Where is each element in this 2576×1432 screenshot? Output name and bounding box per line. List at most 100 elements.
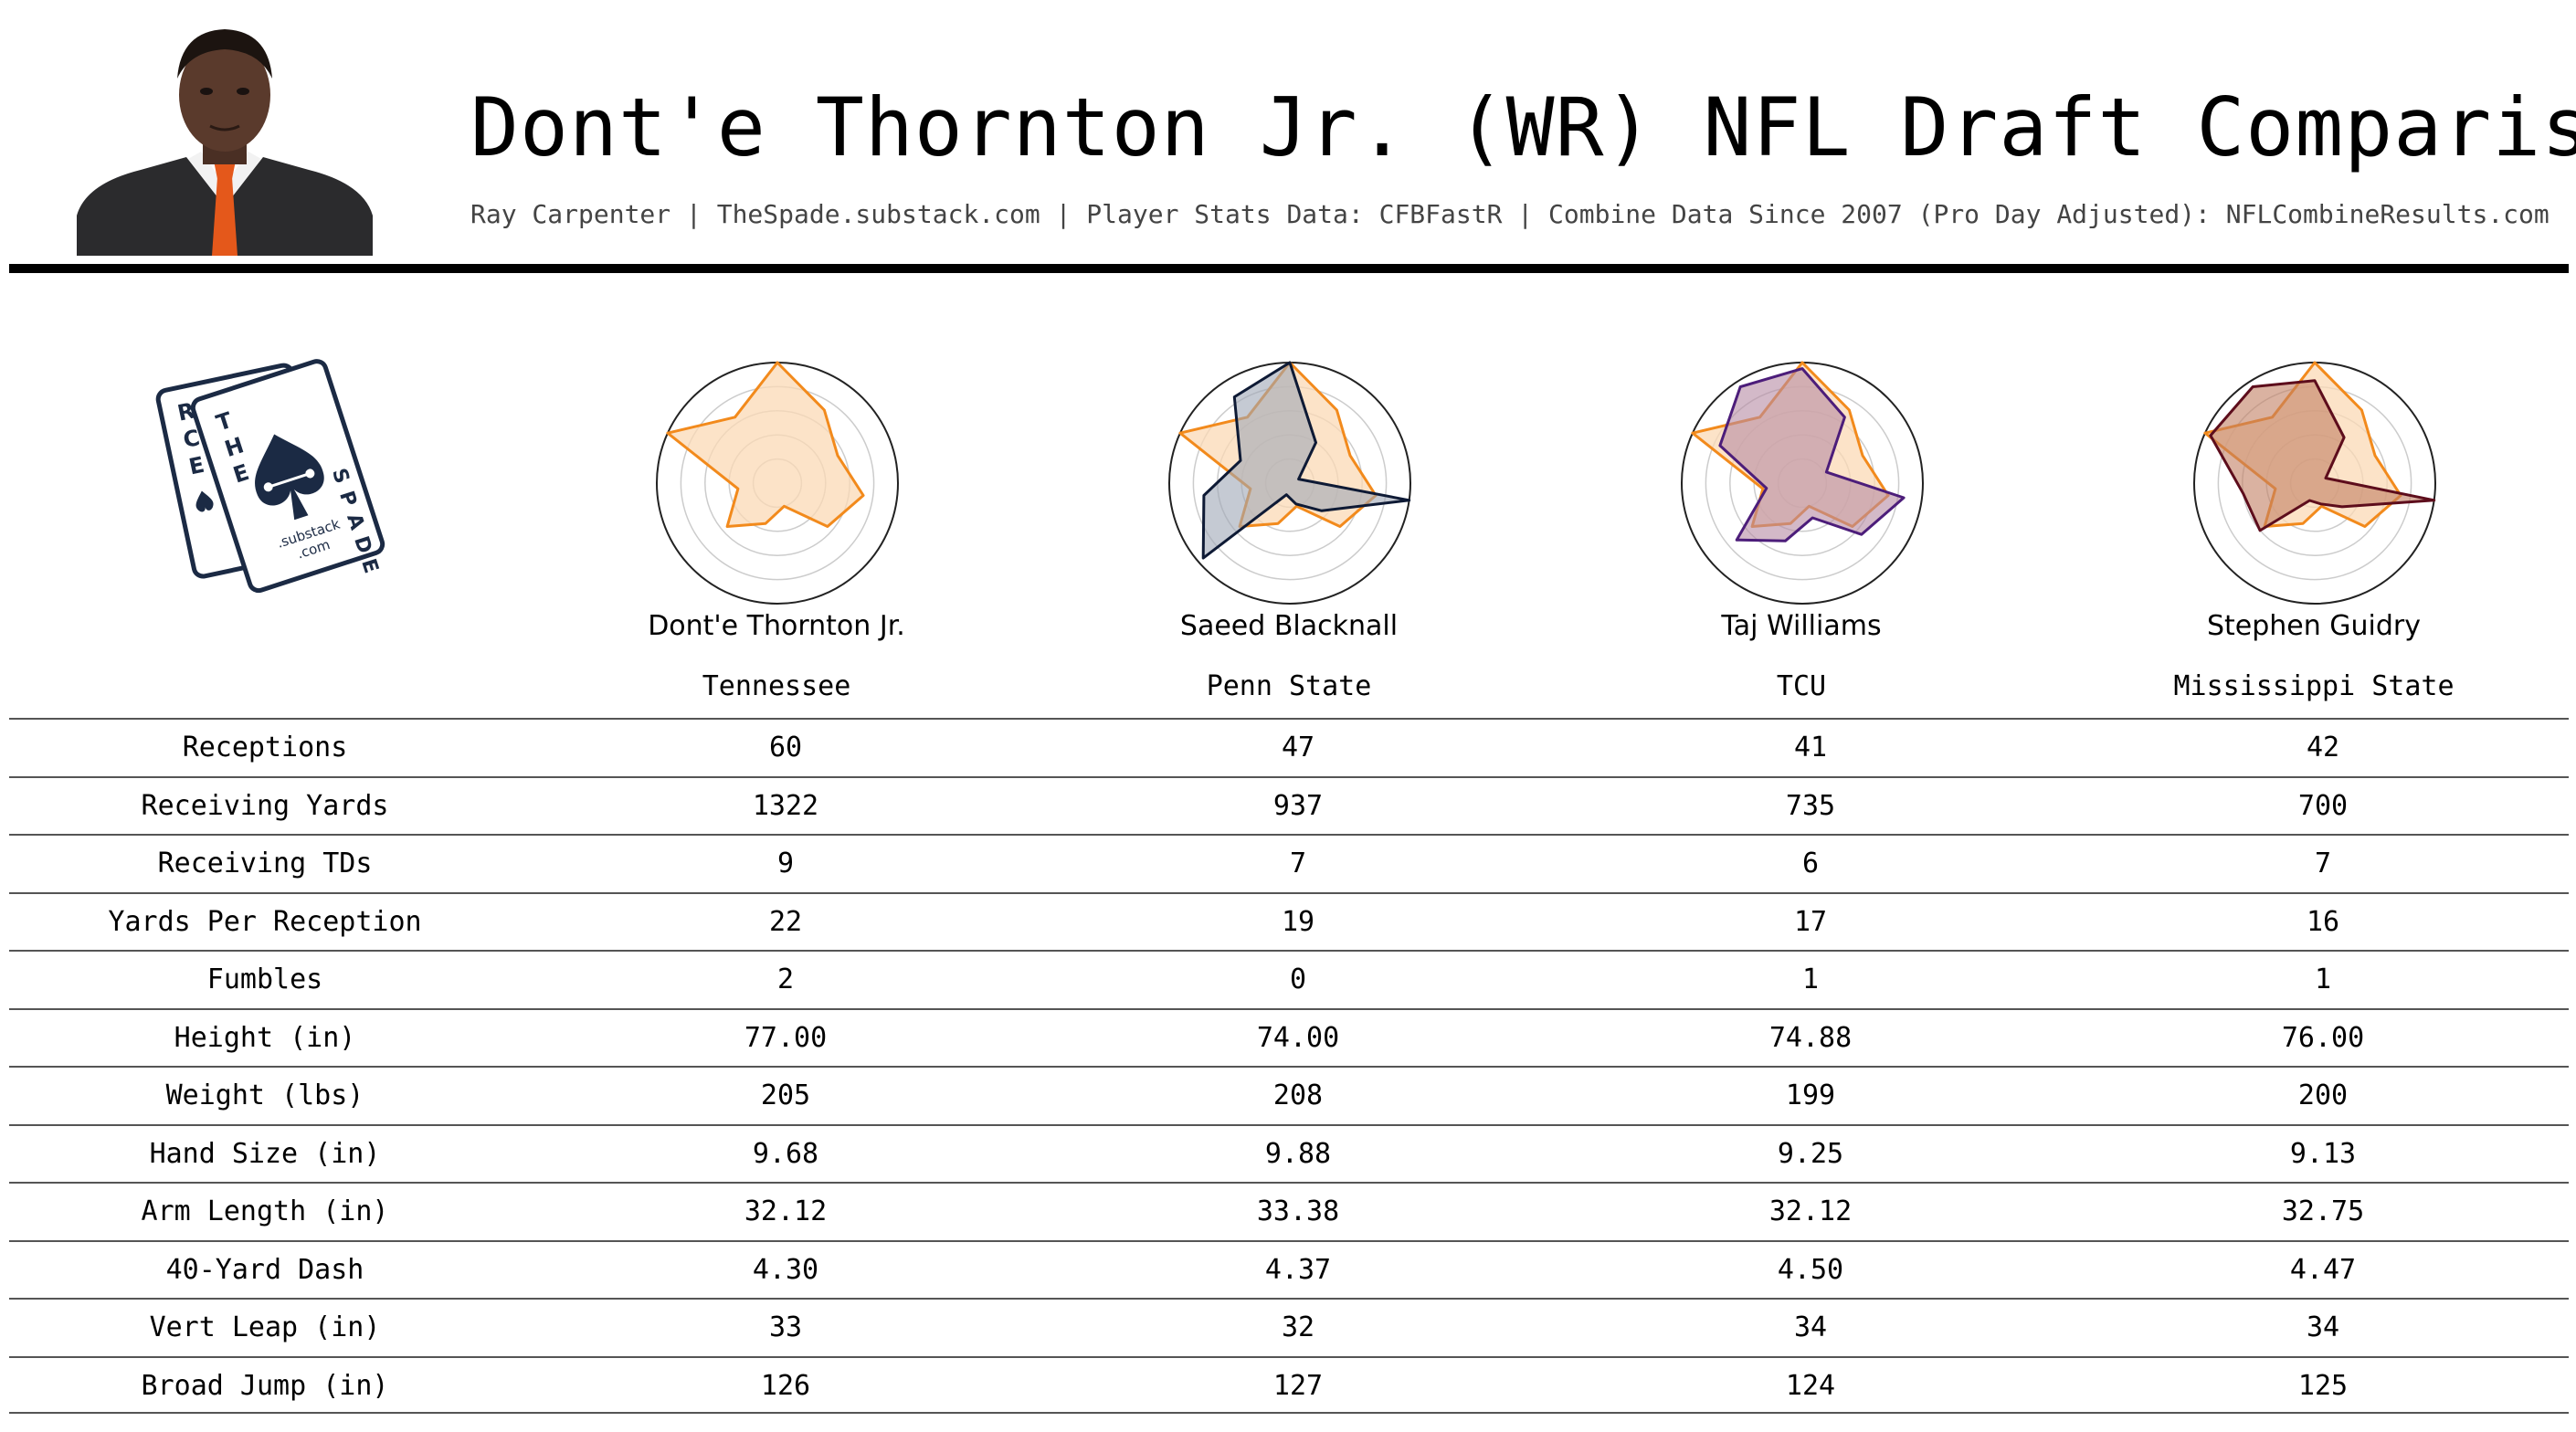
radar-series-comparison bbox=[2209, 379, 2436, 532]
stat-value: 47 bbox=[1281, 732, 1315, 763]
radar-series-comparison bbox=[1201, 361, 1411, 560]
radar-chart-1 bbox=[656, 361, 899, 605]
radar-series-comparison bbox=[1718, 367, 1906, 542]
playing-cards-icon: R C E T H E S P A D E .substack .com bbox=[155, 359, 385, 594]
stat-value: 7 bbox=[2314, 848, 2332, 879]
front-card-letter: E bbox=[356, 556, 382, 576]
front-card-letter: S bbox=[327, 466, 354, 487]
stat-value: 0 bbox=[1289, 963, 1307, 995]
the-spade-logo: R C E T H E S P A D E .substack .com bbox=[155, 347, 402, 603]
stat-label: 40-Yard Dash bbox=[165, 1253, 364, 1286]
stat-value: 208 bbox=[1272, 1079, 1324, 1111]
stat-value: 32 bbox=[1281, 1311, 1315, 1343]
radar-chart-3 bbox=[1681, 361, 1924, 605]
back-card-letter: C bbox=[181, 425, 202, 453]
stat-value: 33 bbox=[768, 1311, 803, 1343]
stat-label: Broad Jump (in) bbox=[141, 1369, 389, 1402]
player-name: Saeed Blacknall bbox=[1179, 610, 1399, 642]
stat-value: 74.88 bbox=[1768, 1021, 1853, 1054]
player-school: TCU bbox=[1776, 670, 1827, 702]
stat-label: Receptions bbox=[182, 732, 348, 763]
stat-value: 1 bbox=[1801, 963, 1820, 995]
stat-value: 937 bbox=[1272, 789, 1324, 822]
stat-value: 42 bbox=[2306, 732, 2340, 763]
stat-value: 9.25 bbox=[1777, 1137, 1844, 1170]
stat-value: 9.68 bbox=[752, 1137, 819, 1170]
stat-value: 2 bbox=[776, 963, 795, 995]
stats-table: Receptions 60 47 41 42 Receiving Yards 1… bbox=[9, 718, 2569, 1414]
table-row: Weight (lbs) 205 208 199 200 bbox=[9, 1066, 2569, 1124]
stat-value: 34 bbox=[1793, 1311, 1828, 1343]
stat-value: 32.12 bbox=[744, 1195, 828, 1227]
front-card-letter: P bbox=[334, 489, 361, 510]
table-row: Broad Jump (in) 126 127 124 125 bbox=[9, 1355, 2569, 1414]
stat-value: 17 bbox=[1793, 905, 1828, 938]
stat-value: 700 bbox=[2297, 789, 2349, 822]
radar-chart-2 bbox=[1168, 361, 1411, 605]
stat-value: 34 bbox=[2306, 1311, 2340, 1343]
stat-value: 4.37 bbox=[1264, 1253, 1332, 1286]
stat-value: 200 bbox=[2297, 1079, 2349, 1111]
stat-value: 125 bbox=[2297, 1369, 2349, 1402]
stat-value: 126 bbox=[760, 1369, 811, 1402]
stat-value: 33.38 bbox=[1256, 1195, 1340, 1227]
stat-value: 205 bbox=[760, 1079, 811, 1111]
radar-chart-4 bbox=[2193, 361, 2436, 605]
table-row: Yards Per Reception 22 19 17 16 bbox=[9, 891, 2569, 951]
stat-value: 60 bbox=[768, 732, 803, 763]
player-name: Dont'e Thornton Jr. bbox=[648, 610, 905, 642]
stat-label: Yards Per Reception bbox=[108, 905, 422, 938]
stat-value: 4.47 bbox=[2289, 1253, 2357, 1286]
stat-value: 32.75 bbox=[2281, 1195, 2365, 1227]
player-photo-figure bbox=[77, 29, 373, 256]
stat-label: Receiving Yards bbox=[141, 789, 389, 822]
stat-label: Height (in) bbox=[174, 1021, 356, 1054]
stat-value: 7 bbox=[1289, 848, 1307, 879]
table-row: Receptions 60 47 41 42 bbox=[9, 718, 2569, 776]
stat-value: 76.00 bbox=[2281, 1021, 2365, 1054]
table-row: Height (in) 77.00 74.00 74.88 76.00 bbox=[9, 1007, 2569, 1067]
header-divider bbox=[9, 264, 2569, 273]
player-school: Tennessee bbox=[702, 670, 851, 702]
table-row: Hand Size (in) 9.68 9.88 9.25 9.13 bbox=[9, 1123, 2569, 1183]
page-subtitle: Ray Carpenter | TheSpade.substack.com | … bbox=[470, 199, 2550, 229]
stat-value: 19 bbox=[1281, 905, 1315, 938]
stat-value: 127 bbox=[1272, 1369, 1324, 1402]
stat-value: 16 bbox=[2306, 905, 2340, 938]
back-card-letter: E bbox=[186, 452, 206, 480]
player-photo bbox=[77, 24, 373, 256]
stat-label: Vert Leap (in) bbox=[149, 1311, 381, 1343]
stat-label: Hand Size (in) bbox=[149, 1137, 381, 1170]
stat-value: 9.13 bbox=[2289, 1137, 2357, 1170]
table-row: Fumbles 2 0 1 1 bbox=[9, 950, 2569, 1008]
page-title: Dont'e Thornton Jr. (WR) NFL Draft Compa… bbox=[470, 80, 2576, 174]
stat-value: 77.00 bbox=[744, 1021, 828, 1054]
stat-value: 32.12 bbox=[1768, 1195, 1853, 1227]
stat-value: 41 bbox=[1793, 732, 1828, 763]
player-school: Penn State bbox=[1206, 670, 1372, 702]
stat-value: 9.88 bbox=[1264, 1137, 1332, 1170]
spade-icon bbox=[255, 434, 324, 521]
player-school: Mississippi State bbox=[2173, 670, 2455, 702]
small-spade-icon bbox=[195, 490, 214, 512]
stat-label: Arm Length (in) bbox=[141, 1195, 389, 1227]
stat-label: Receiving TDs bbox=[157, 848, 373, 879]
stat-value: 124 bbox=[1785, 1369, 1836, 1402]
stat-value: 74.00 bbox=[1256, 1021, 1340, 1054]
player-name: Taj Williams bbox=[1721, 610, 1882, 642]
table-row: Arm Length (in) 32.12 33.38 32.12 32.75 bbox=[9, 1182, 2569, 1240]
stat-value: 9 bbox=[776, 848, 795, 879]
stat-label: Weight (lbs) bbox=[165, 1079, 364, 1111]
stat-value: 1 bbox=[2314, 963, 2332, 995]
radar-series-base bbox=[666, 361, 865, 528]
stat-value: 199 bbox=[1785, 1079, 1836, 1111]
front-card-letter: A bbox=[342, 511, 368, 532]
stat-value: 4.30 bbox=[752, 1253, 819, 1286]
table-row: Vert Leap (in) 33 32 34 34 bbox=[9, 1298, 2569, 1356]
table-row: 40-Yard Dash 4.30 4.37 4.50 4.47 bbox=[9, 1239, 2569, 1299]
table-row: Receiving Yards 1322 937 735 700 bbox=[9, 775, 2569, 835]
player-name: Stephen Guidry bbox=[2206, 610, 2422, 642]
stat-value: 6 bbox=[1801, 848, 1820, 879]
stat-value: 1322 bbox=[752, 789, 819, 822]
table-row: Receiving TDs 9 7 6 7 bbox=[9, 834, 2569, 892]
